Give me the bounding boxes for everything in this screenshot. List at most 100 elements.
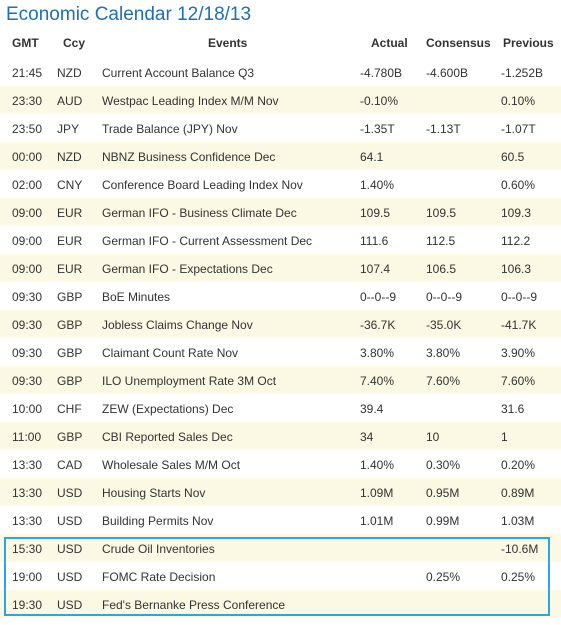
cell-actual: 1.09M <box>360 486 394 500</box>
cell-gmt: 00:00 <box>12 150 43 164</box>
calendar-table: 21:45 NZD Current Account Balance Q3 -4.780… <box>0 58 561 618</box>
cell-gmt: 09:30 <box>12 346 43 360</box>
cell-previous: 0--0--9 <box>501 290 538 304</box>
cell-previous: -1.07T <box>501 122 536 136</box>
table-row: 09:00 EUR German IFO - Expectations Dec 107… <box>0 254 561 282</box>
table-row: 19:00 USD FOMC Rate Decision 0.25% 0.25% <box>0 562 561 590</box>
table-row: 15:30 USD Crude Oil Inventories -10.6M <box>0 534 561 562</box>
column-header-consensus: Consensus <box>426 36 491 50</box>
cell-event: Westpac Leading Index M/M Nov <box>102 94 279 108</box>
cell-gmt: 09:00 <box>12 262 43 276</box>
cell-ccy: JPY <box>57 122 80 136</box>
cell-event: FOMC Rate Decision <box>102 570 216 584</box>
cell-ccy: EUR <box>57 234 83 248</box>
column-header-events: Events <box>208 36 248 50</box>
cell-gmt: 21:45 <box>12 66 43 80</box>
cell-event: Claimant Count Rate Nov <box>102 346 239 360</box>
cell-previous: 31.6 <box>501 402 525 416</box>
cell-gmt: 19:00 <box>12 570 43 584</box>
cell-previous: 60.5 <box>501 150 525 164</box>
cell-actual: 7.40% <box>360 374 395 388</box>
cell-event: Current Account Balance Q3 <box>102 66 255 80</box>
cell-actual: 64.1 <box>360 150 384 164</box>
cell-ccy: NZD <box>57 66 82 80</box>
cell-event: Conference Board Leading Index Nov <box>102 178 303 192</box>
cell-consensus: 0--0--9 <box>426 290 463 304</box>
cell-event: Housing Starts Nov <box>102 486 206 500</box>
table-row: 19:30 USD Fed's Bernanke Press Conference <box>0 590 561 618</box>
table-row: 00:00 NZD NBNZ Business Confidence Dec 64.1… <box>0 142 561 170</box>
table-row: 02:00 CNY Conference Board Leading Index N… <box>0 170 561 198</box>
table-row: 21:45 NZD Current Account Balance Q3 -4.780… <box>0 58 561 86</box>
cell-ccy: GBP <box>57 374 83 388</box>
cell-actual: 39.4 <box>360 402 384 416</box>
cell-ccy: CAD <box>57 458 83 472</box>
table-row: 13:30 USD Housing Starts Nov 1.09M 0.95M 0.89… <box>0 478 561 506</box>
table-row: 09:00 EUR German IFO - Business Climate De… <box>0 198 561 226</box>
cell-previous: 0.20% <box>501 458 536 472</box>
cell-ccy: AUD <box>57 94 83 108</box>
table-row: 09:30 GBP Claimant Count Rate Nov 3.80% 3.80… <box>0 338 561 366</box>
cell-ccy: GBP <box>57 346 83 360</box>
cell-previous: 0.25% <box>501 570 536 584</box>
cell-ccy: USD <box>57 514 83 528</box>
cell-previous: 0.60% <box>501 178 536 192</box>
cell-event: ILO Unemployment Rate 3M Oct <box>102 374 277 388</box>
cell-ccy: CHF <box>57 402 82 416</box>
cell-consensus: 0.95M <box>426 486 460 500</box>
cell-actual: -36.7K <box>360 318 396 332</box>
cell-gmt: 11:00 <box>12 430 42 444</box>
cell-actual: 107.4 <box>360 262 391 276</box>
cell-actual: 1.40% <box>360 458 395 472</box>
cell-event: Fed's Bernanke Press Conference <box>102 598 286 612</box>
cell-previous: 1 <box>501 430 508 444</box>
column-header-previous: Previous <box>503 36 554 50</box>
cell-event: Building Permits Nov <box>102 514 214 528</box>
cell-actual: -4.780B <box>360 66 403 80</box>
cell-event: Jobless Claims Change Nov <box>102 318 253 332</box>
cell-event: NBNZ Business Confidence Dec <box>102 150 276 164</box>
cell-ccy: USD <box>57 486 83 500</box>
cell-consensus: 106.5 <box>426 262 457 276</box>
cell-actual: 0--0--9 <box>360 290 397 304</box>
cell-actual: 109.5 <box>360 206 391 220</box>
cell-event: ZEW (Expectations) Dec <box>102 402 234 416</box>
cell-event: Crude Oil Inventories <box>102 542 215 556</box>
cell-consensus: 0.25% <box>426 570 461 584</box>
cell-event: Trade Balance (JPY) Nov <box>102 122 238 136</box>
column-header-ccy: Ccy <box>63 36 86 50</box>
table-row: 10:00 CHF ZEW (Expectations) Dec 39.4 31.6 <box>0 394 561 422</box>
cell-ccy: USD <box>57 570 83 584</box>
cell-ccy: GBP <box>57 430 83 444</box>
table-header: GMT Ccy Events Actual Consensus Previous <box>0 30 561 56</box>
cell-actual: 1.40% <box>360 178 395 192</box>
cell-consensus: -4.600B <box>426 66 469 80</box>
cell-previous: -10.6M <box>501 542 539 556</box>
cell-actual: 111.6 <box>360 234 389 248</box>
cell-actual: 34 <box>360 430 374 444</box>
cell-previous: 0.10% <box>501 94 536 108</box>
cell-consensus: 3.80% <box>426 346 461 360</box>
cell-gmt: 10:00 <box>12 402 43 416</box>
cell-consensus: -1.13T <box>426 122 461 136</box>
cell-previous: 7.60% <box>501 374 536 388</box>
cell-previous: 112.2 <box>501 234 531 248</box>
cell-previous: 109.3 <box>501 206 532 220</box>
table-row: 11:00 GBP CBI Reported Sales Dec 34 10 1 <box>0 422 561 450</box>
cell-consensus: 7.60% <box>426 374 461 388</box>
cell-ccy: EUR <box>57 206 83 220</box>
cell-previous: 3.90% <box>501 346 536 360</box>
cell-consensus: -35.0K <box>426 318 462 332</box>
cell-gmt: 23:30 <box>12 94 43 108</box>
cell-gmt: 09:30 <box>12 318 43 332</box>
cell-gmt: 09:30 <box>12 290 43 304</box>
cell-gmt: 02:00 <box>12 178 43 192</box>
cell-actual: 3.80% <box>360 346 395 360</box>
cell-ccy: GBP <box>57 318 83 332</box>
cell-previous: 0.89M <box>501 486 535 500</box>
cell-gmt: 19:30 <box>12 598 43 612</box>
cell-event: German IFO - Business Climate Dec <box>102 206 297 220</box>
cell-ccy: USD <box>57 542 83 556</box>
cell-gmt: 13:30 <box>12 514 43 528</box>
cell-consensus: 109.5 <box>426 206 457 220</box>
